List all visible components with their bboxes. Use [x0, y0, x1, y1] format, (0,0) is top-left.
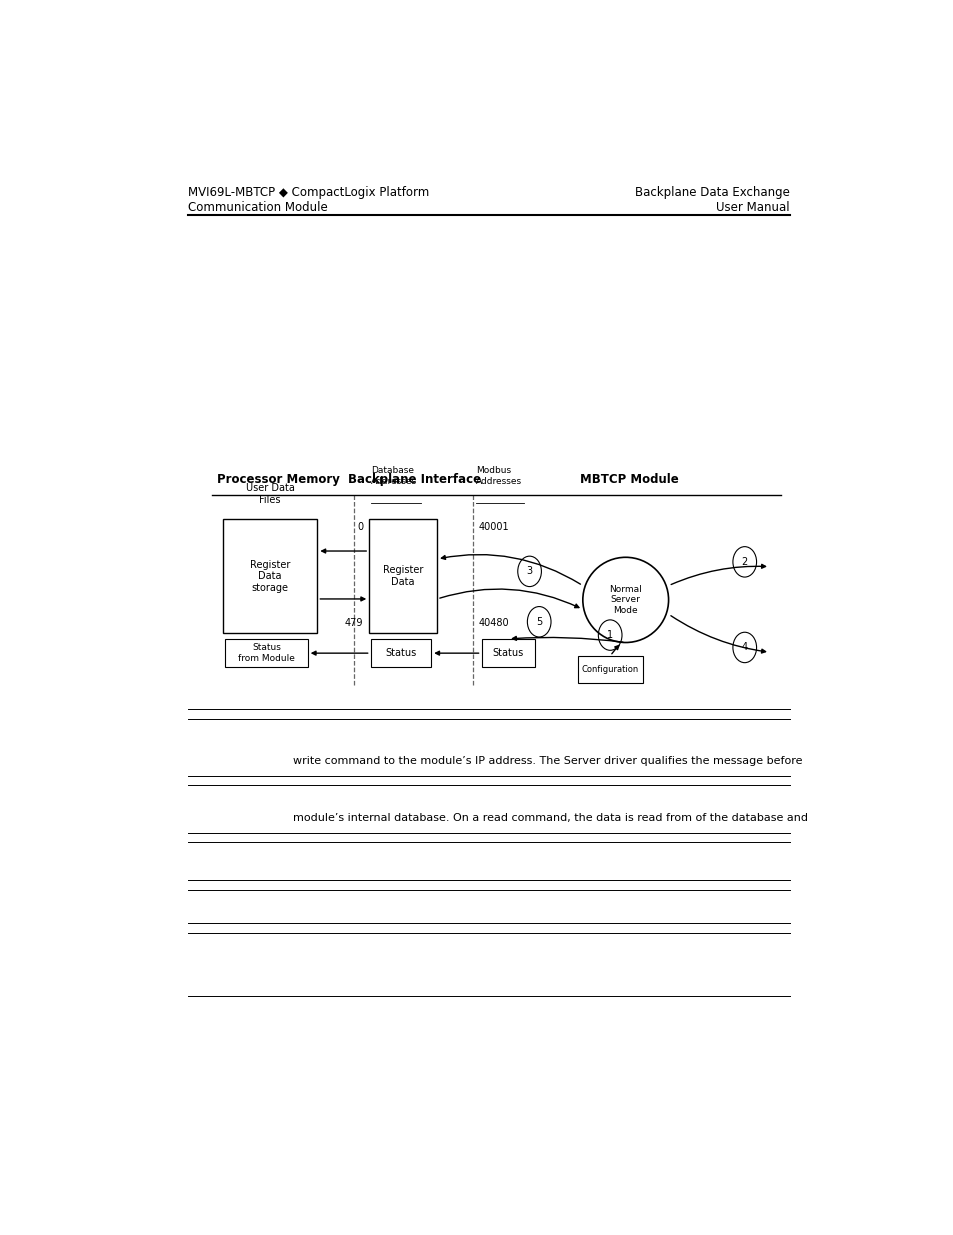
Text: User Manual: User Manual — [716, 201, 789, 215]
Text: Backplane Data Exchange: Backplane Data Exchange — [635, 186, 789, 199]
Text: Status: Status — [492, 648, 523, 658]
Text: MVI69L-MBTCP ◆ CompactLogix Platform: MVI69L-MBTCP ◆ CompactLogix Platform — [188, 186, 429, 199]
Text: Status: Status — [385, 648, 416, 658]
Text: write command to the module’s IP address. The Server driver qualifies the messag: write command to the module’s IP address… — [293, 756, 801, 766]
Text: Configuration: Configuration — [581, 664, 639, 674]
Text: Normal
Server
Mode: Normal Server Mode — [609, 585, 641, 615]
FancyBboxPatch shape — [577, 656, 642, 683]
Text: Communication Module: Communication Module — [188, 201, 328, 215]
FancyBboxPatch shape — [222, 519, 317, 634]
Text: User Data
Files: User Data Files — [245, 483, 294, 505]
Text: MBTCP Module: MBTCP Module — [579, 473, 679, 485]
Text: 1: 1 — [606, 630, 613, 640]
Text: 2: 2 — [740, 557, 747, 567]
Text: 5: 5 — [536, 616, 541, 627]
Text: 0: 0 — [356, 522, 363, 532]
FancyBboxPatch shape — [370, 638, 431, 667]
Text: module’s internal database. On a read command, the data is read from of the data: module’s internal database. On a read co… — [293, 813, 807, 823]
Text: Modbus
Addresses: Modbus Addresses — [476, 467, 522, 485]
Text: 479: 479 — [344, 619, 363, 629]
Text: 40480: 40480 — [478, 619, 509, 629]
FancyBboxPatch shape — [225, 638, 308, 667]
Text: Register
Data
storage: Register Data storage — [250, 559, 290, 593]
Text: Status
from Module: Status from Module — [237, 643, 294, 663]
Text: Database
Addresses: Database Addresses — [370, 467, 416, 485]
Text: 40001: 40001 — [478, 522, 509, 532]
FancyBboxPatch shape — [481, 638, 535, 667]
FancyBboxPatch shape — [369, 519, 436, 634]
Text: Register
Data: Register Data — [382, 566, 423, 587]
Text: 3: 3 — [526, 567, 532, 577]
Text: 4: 4 — [740, 642, 747, 652]
Text: Backplane Interface: Backplane Interface — [348, 473, 481, 485]
Text: Processor Memory: Processor Memory — [216, 473, 339, 485]
